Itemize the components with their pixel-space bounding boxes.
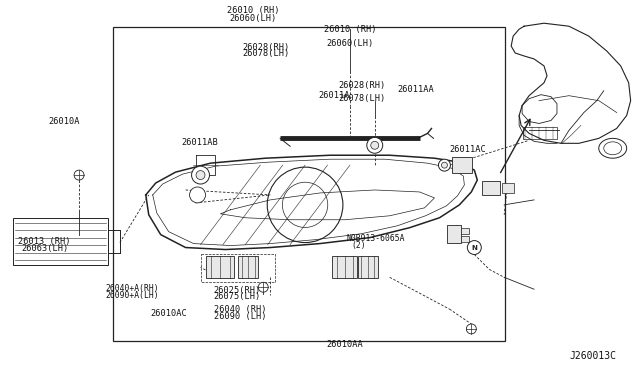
Text: 26010AC: 26010AC	[150, 309, 188, 318]
Text: 26011AB: 26011AB	[182, 138, 218, 147]
Text: 26025(RH): 26025(RH)	[214, 286, 260, 295]
Text: 26011AA: 26011AA	[397, 85, 435, 94]
Circle shape	[442, 162, 447, 168]
Ellipse shape	[599, 138, 627, 158]
Text: 26075(LH): 26075(LH)	[214, 292, 260, 301]
Text: 26090+A(LH): 26090+A(LH)	[105, 291, 159, 300]
Text: 26060(LH): 26060(LH)	[326, 39, 374, 48]
Bar	[502, 183, 514, 193]
Circle shape	[196, 171, 205, 180]
Text: 26010AA: 26010AA	[326, 340, 363, 349]
Text: 26011AC: 26011AC	[449, 145, 486, 154]
Circle shape	[367, 137, 383, 153]
Text: 26010 (RH): 26010 (RH)	[324, 25, 376, 34]
Circle shape	[259, 282, 268, 292]
Bar	[452, 157, 472, 173]
Text: 26010A: 26010A	[48, 117, 79, 126]
Bar	[483, 181, 500, 195]
Text: 26028(RH): 26028(RH)	[338, 81, 385, 90]
Bar	[461, 235, 469, 241]
Circle shape	[74, 170, 84, 180]
Bar	[13, 218, 108, 265]
Bar	[358, 256, 378, 278]
Bar	[447, 225, 461, 243]
Circle shape	[371, 141, 379, 149]
Circle shape	[467, 324, 476, 334]
Text: 26078(LH): 26078(LH)	[338, 94, 385, 103]
Bar	[238, 256, 259, 278]
Text: 26028(RH): 26028(RH)	[242, 43, 289, 52]
Text: 26013 (RH): 26013 (RH)	[19, 237, 71, 246]
Text: 26040+A(RH): 26040+A(RH)	[105, 284, 159, 293]
Bar	[461, 228, 469, 234]
Text: 26078(LH): 26078(LH)	[242, 49, 289, 58]
Text: 26040 (RH): 26040 (RH)	[214, 305, 267, 314]
Circle shape	[467, 241, 481, 254]
Text: 26010 (RH): 26010 (RH)	[227, 6, 279, 15]
Text: 26060(LH): 26060(LH)	[230, 13, 276, 22]
Text: 26063(LH): 26063(LH)	[21, 244, 68, 253]
Bar	[113, 27, 505, 341]
Circle shape	[438, 159, 451, 171]
Bar	[200, 254, 275, 282]
Circle shape	[191, 166, 209, 184]
Circle shape	[189, 187, 205, 203]
Text: 26011A: 26011A	[319, 91, 350, 100]
Bar	[207, 256, 234, 278]
Text: N: N	[472, 244, 477, 250]
Text: J260013C: J260013C	[570, 351, 616, 361]
Bar	[523, 128, 557, 140]
Bar	[332, 256, 357, 278]
Text: N0B913-6065A: N0B913-6065A	[347, 234, 405, 243]
Text: 26090 (LH): 26090 (LH)	[214, 312, 267, 321]
Text: (2): (2)	[351, 241, 366, 250]
